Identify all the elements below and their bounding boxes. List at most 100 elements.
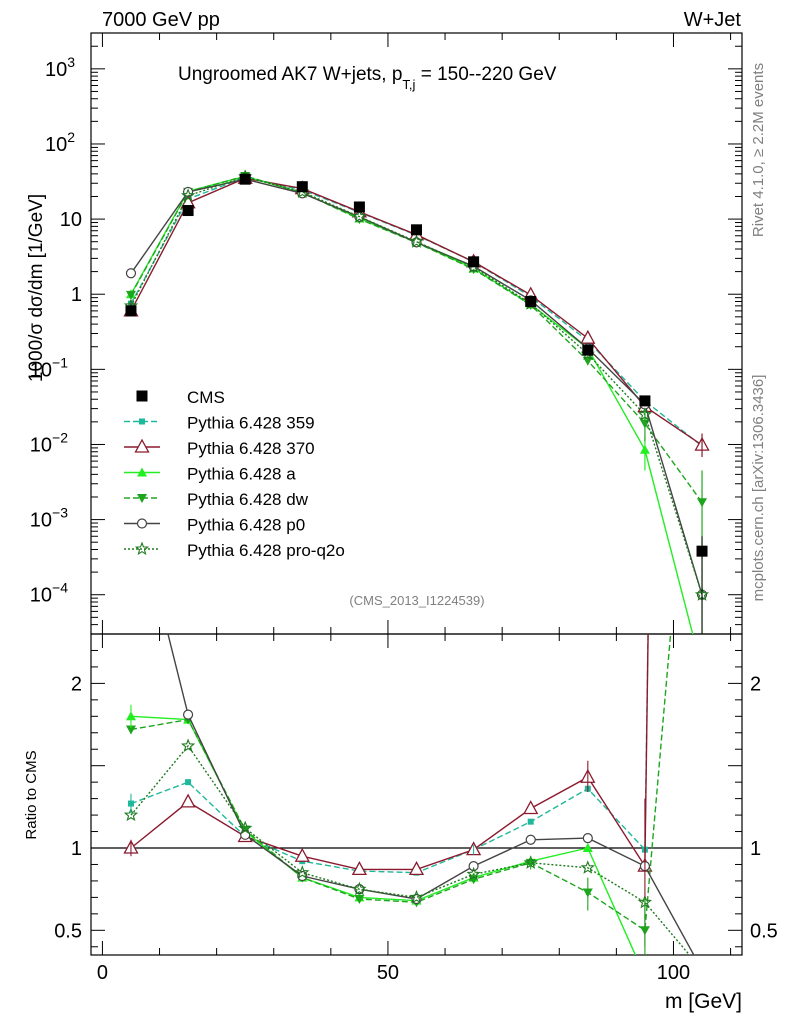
data-point (639, 395, 651, 407)
x-axis-title: m [GeV] (665, 990, 742, 1013)
data-point (352, 881, 367, 896)
legend-item: Pythia 6.428 pro-q2o (124, 541, 345, 560)
ratio-y-tick-label-right: 0.5 (750, 920, 778, 942)
y-tick-label: 10−1 (30, 354, 68, 381)
legend-label: Pythia 6.428 370 (187, 439, 315, 458)
data-point (125, 725, 136, 735)
data-point (580, 329, 596, 344)
legend-label: Pythia 6.428 dw (187, 490, 309, 509)
data-point (582, 843, 593, 852)
chart-title-sub: T,j (402, 77, 415, 92)
data-point (468, 875, 479, 885)
data-point (182, 709, 194, 720)
data-point (238, 820, 253, 835)
data-point (527, 818, 534, 825)
legend-label: Pythia 6.428 pro-q2o (187, 541, 345, 560)
series-main-0 (127, 174, 706, 450)
series-ratio-2 (125, 711, 637, 955)
chart-title-main: Ungroomed AK7 W+jets, p (178, 64, 402, 85)
y-axis-title-ratio: Ratio to CMS (23, 750, 40, 839)
legend-label: Pythia 6.428 p0 (187, 516, 305, 535)
ratio-y-tick-label: 1 (71, 838, 82, 860)
data-point (134, 541, 150, 556)
data-point (582, 833, 593, 844)
data-point (125, 290, 136, 300)
data-point (182, 205, 194, 217)
data-point (125, 305, 137, 317)
data-point (239, 173, 251, 185)
series-layer (123, 169, 710, 955)
data-point (185, 779, 192, 786)
data-point (582, 344, 594, 356)
data-point (137, 467, 147, 477)
x-tick-label: 50 (377, 962, 399, 984)
ratio-y-tick-label-right: 2 (750, 673, 761, 695)
axes: 0 50 100 10−4 10−3 10−2 10−1 1 10 102 103 0.5 0.5 1 1 2… (30, 32, 778, 984)
x-tick-label: 0 (97, 962, 108, 984)
header-left: 7000 GeV pp (102, 9, 220, 31)
data-point (351, 861, 367, 876)
data-point (352, 209, 367, 223)
data-point (294, 847, 310, 862)
y-axis-title-main: 1000/σ dσ/dm [1/GeV] (26, 194, 47, 382)
y-tick-label: 10 (60, 209, 82, 231)
data-point (354, 895, 365, 905)
ratio-y-tick-label: 0.5 (54, 920, 82, 942)
chart-title: Ungroomed AK7 W+jets, pT,j = 150--220 Ge… (178, 64, 557, 92)
data-point (525, 834, 536, 845)
data-point (139, 418, 145, 425)
data-point (125, 268, 137, 279)
y-tick-label: 103 (45, 54, 75, 81)
data-point (180, 738, 196, 753)
rivet-label: Rivet 4.1.0, ≥ 2.2M events (750, 63, 767, 237)
data-point (523, 800, 539, 815)
legend-item-cms: CMS (136, 388, 225, 407)
series-ratio-0 (127, 634, 649, 876)
data-point (468, 861, 479, 872)
analysis-label: (CMS_2013_I1224539) (349, 593, 484, 608)
data-point (525, 295, 537, 307)
series-ratio-line (130, 634, 649, 874)
y-tick-label: 10−4 (30, 580, 68, 607)
data-point (180, 188, 196, 202)
legend-label: CMS (187, 388, 225, 407)
legend-item: Pythia 6.428 a (124, 465, 296, 484)
data-point (136, 390, 148, 402)
ratio-panel-frame (90, 633, 743, 956)
header-right: W+Jet (684, 9, 742, 31)
series-line (130, 176, 703, 595)
y-tick-label: 10−2 (30, 429, 68, 456)
y-tick-label: 1 (71, 284, 82, 306)
chart-title-tail: = 150--220 GeV (415, 64, 556, 85)
data-point (466, 866, 481, 881)
y-tick-label: 102 (45, 129, 75, 156)
data-point (408, 861, 425, 876)
legend-label: Pythia 6.428 359 (187, 414, 315, 433)
data-point (353, 201, 365, 213)
data-point (136, 518, 148, 529)
data-point (295, 865, 310, 879)
ratio-y-tick-label: 2 (71, 673, 82, 695)
ratio-y-tick-label-right: 1 (750, 838, 761, 860)
data-point (137, 494, 147, 503)
series-ratio-line (130, 634, 649, 871)
legend-label: Pythia 6.428 a (187, 465, 296, 484)
data-point (411, 224, 422, 236)
legend: CMS Pythia 6.428 359 Pythia 6.428 370 Pythi… (124, 388, 345, 560)
legend-item: Pythia 6.428 p0 (124, 516, 305, 535)
data-point (409, 889, 424, 904)
legend-item: Pythia 6.428 dw (124, 490, 309, 509)
header: 7000 GeV pp W+Jet (102, 9, 741, 31)
data-point (134, 438, 150, 453)
legend-item: Pythia 6.428 359 (124, 414, 315, 433)
series-ratio-5 (123, 738, 691, 955)
data-point (296, 181, 308, 193)
data-point (468, 256, 480, 268)
cms-data (125, 173, 708, 634)
x-tick-label: 100 (657, 962, 690, 984)
mcplots-label: mcplots.cern.ch [arXiv:1306.3436] (750, 375, 767, 602)
data-point (123, 807, 139, 822)
legend-item: Pythia 6.428 370 (124, 438, 315, 458)
y-tick-label: 10−3 (30, 505, 68, 532)
